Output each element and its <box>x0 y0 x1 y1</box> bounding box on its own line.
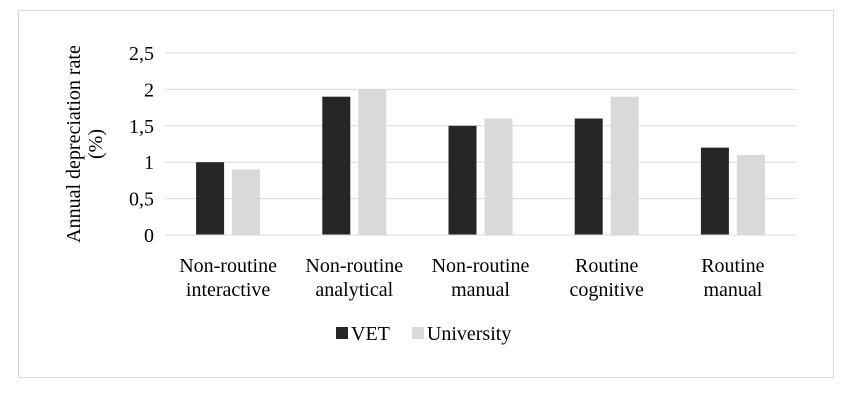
bar-vet <box>322 96 351 236</box>
bars <box>196 89 765 236</box>
bar-university <box>484 118 513 235</box>
y-tick-label: 2 <box>144 79 154 101</box>
legend-label-university: University <box>427 323 511 345</box>
x-tick-label: Routine manual <box>701 255 764 301</box>
bar-vet <box>196 162 225 235</box>
x-tick-label: Routine cognitive <box>569 255 644 301</box>
legend-swatch-vet <box>336 327 348 339</box>
tick-labels: 0 0,5 1 1,5 2 2,5 Non-routine interactive Non-ro… <box>63 43 765 301</box>
x-tick-label: Non-routine interactive <box>179 255 277 301</box>
y-axis-title: Annual depreciation rate(%) <box>63 45 107 243</box>
bar-university <box>736 154 765 235</box>
bar-university <box>610 96 639 236</box>
x-tick-label: Non-routine analytical <box>305 255 403 301</box>
y-tick-label: 2,5 <box>129 43 154 65</box>
x-tick-label: Non-routine manual <box>432 255 530 301</box>
bar-vet <box>700 147 729 235</box>
y-tick-label: 0,5 <box>129 189 154 211</box>
legend: VET University <box>336 323 511 345</box>
gridlines <box>165 52 796 200</box>
bar-vet <box>448 125 477 235</box>
legend-swatch-university <box>411 327 424 339</box>
chart-frame <box>18 10 834 378</box>
bar-vet <box>574 118 603 235</box>
y-tick-label: 1 <box>144 152 154 174</box>
bar-university <box>358 89 387 236</box>
y-tick-label: 0 <box>144 225 154 247</box>
y-tick-label: 1,5 <box>129 116 154 138</box>
bar-university <box>232 169 261 235</box>
legend-label-vet: VET <box>351 323 390 345</box>
